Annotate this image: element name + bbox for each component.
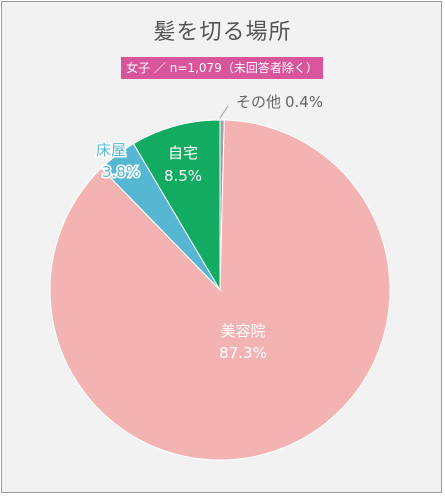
slice-label-barber: 床屋	[96, 141, 126, 159]
slice-value-home: 8.5%	[164, 167, 202, 185]
slice-value-salon: 87.3%	[219, 344, 267, 362]
chart-title: 髪を切る場所	[153, 20, 292, 45]
slice-value-other: 0.4%	[285, 93, 323, 111]
slice-label-other: その他	[236, 93, 281, 111]
slice-label-home: 自宅	[168, 144, 198, 162]
slice-label-salon: 美容院	[220, 322, 265, 340]
leader-line-other	[219, 105, 229, 119]
slice-value-barber: 3.8%	[102, 163, 140, 181]
pie-slice-home	[132, 119, 221, 292]
chart-subtitle-badge: 女子 ／ n=1,079（未回答者除く）	[121, 57, 323, 79]
